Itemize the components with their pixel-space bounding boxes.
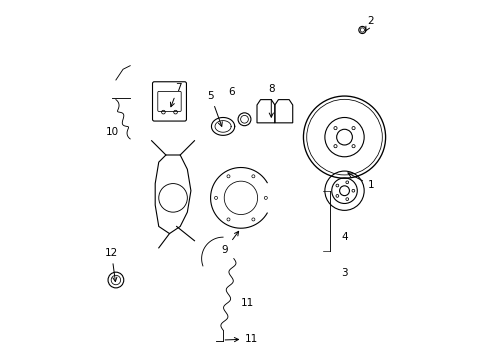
Text: 10: 10 bbox=[105, 127, 119, 137]
Text: 9: 9 bbox=[222, 231, 238, 255]
Text: 11: 11 bbox=[241, 298, 254, 308]
Text: 8: 8 bbox=[267, 84, 274, 117]
Text: 5: 5 bbox=[207, 91, 222, 126]
Text: 11: 11 bbox=[224, 334, 258, 344]
Text: 1: 1 bbox=[347, 173, 374, 190]
Text: 6: 6 bbox=[228, 87, 235, 98]
Text: 7: 7 bbox=[170, 83, 181, 107]
Text: 2: 2 bbox=[365, 16, 374, 31]
Text: 3: 3 bbox=[341, 268, 347, 278]
Text: 4: 4 bbox=[341, 232, 347, 242]
Text: 12: 12 bbox=[105, 248, 118, 282]
